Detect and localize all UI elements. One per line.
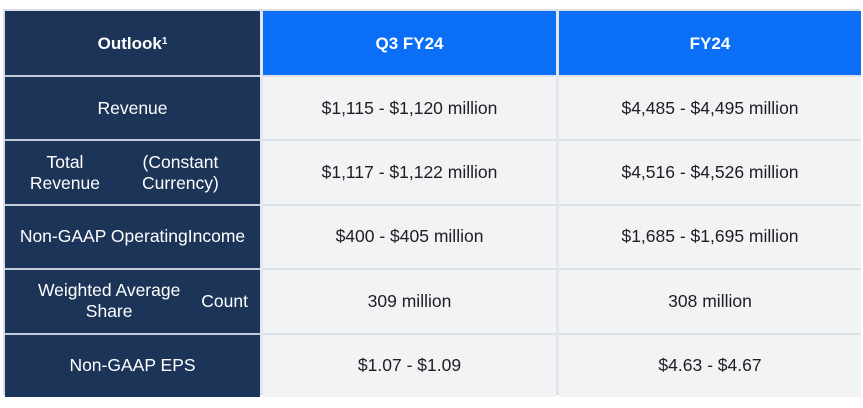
row-label-line: Income (187, 226, 246, 247)
row-label-line: (Constant Currency) (142, 151, 219, 193)
value-total-revenue-cc-q3: $1,117 - $1,122 million (263, 139, 556, 204)
row-label-line: Weighted Average Share (37, 280, 181, 322)
value-eps-fy: $4.63 - $4.67 (559, 332, 861, 397)
row-label-line: Non-GAAP EPS (69, 355, 196, 376)
row-label-line: Count (201, 290, 248, 311)
value-revenue-q3: $1,115 - $1,120 million (263, 75, 556, 140)
value-eps-q3: $1.07 - $1.09 (263, 332, 556, 397)
period-header-fy: FY24 (559, 11, 861, 75)
outlook-table: Outlook 1 Q3 FY24 FY24 Revenue $1,115 - $… (3, 9, 861, 397)
row-label-line: Revenue (97, 97, 168, 118)
value-operating-income-q3: $400 - $405 million (263, 203, 556, 269)
period-header-q3: Q3 FY24 (263, 11, 556, 75)
row-label-total-revenue-cc: Total Revenue (Constant Currency) (5, 139, 260, 204)
value-share-count-q3: 309 million (263, 268, 556, 333)
row-label-non-gaap-operating-income: Non-GAAP Operating Income (5, 203, 260, 269)
value-share-count-fy: 308 million (559, 268, 861, 333)
value-operating-income-fy: $1,685 - $1,695 million (559, 203, 861, 269)
value-total-revenue-cc-fy: $4,516 - $4,526 million (559, 139, 861, 204)
outlook-header-label: Outlook (97, 33, 162, 53)
value-revenue-fy: $4,485 - $4,495 million (559, 75, 861, 140)
row-label-line: Non-GAAP Operating (19, 226, 188, 247)
row-label-line: Total Revenue (29, 151, 100, 193)
row-label-weighted-average-share-count: Weighted Average Share Count (5, 268, 260, 333)
row-label-non-gaap-eps: Non-GAAP EPS (5, 332, 260, 397)
outlook-header: Outlook 1 (5, 11, 260, 75)
row-label-revenue: Revenue (5, 75, 260, 140)
